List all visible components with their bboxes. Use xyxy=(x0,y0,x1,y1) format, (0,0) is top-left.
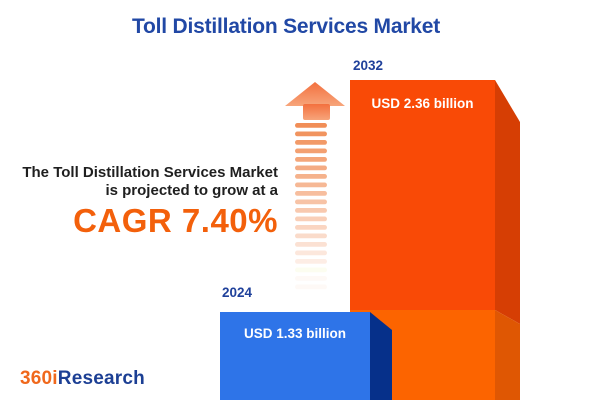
bar-2024-side-face xyxy=(370,312,392,400)
cagr-value: CAGR 7.40% xyxy=(73,202,278,239)
arrow-stripes xyxy=(295,123,327,290)
logo-part-orange: 360i xyxy=(20,368,58,389)
headline-line2: is projected to grow at a xyxy=(105,182,278,199)
brand-logo: 360iResearch xyxy=(20,368,145,390)
bar-2032-value-label: USD 2.36 billion xyxy=(371,96,474,111)
bar-2032-year-label: 2032 xyxy=(353,58,384,73)
logo-part-blue: Research xyxy=(57,368,145,389)
growth-arrow-icon xyxy=(285,82,345,290)
bar-2024-value-label: USD 1.33 billion xyxy=(243,326,347,341)
headline-line1: The Toll Distillation Services Market xyxy=(22,164,278,181)
page-title: Toll Distillation Services Market xyxy=(131,15,441,38)
bar-2024 xyxy=(220,312,370,400)
bar-2024-year-label: 2024 xyxy=(222,285,253,300)
headline-text: The Toll Distillation Services Market is… xyxy=(0,164,278,239)
bar-2032-side-face xyxy=(495,80,520,400)
